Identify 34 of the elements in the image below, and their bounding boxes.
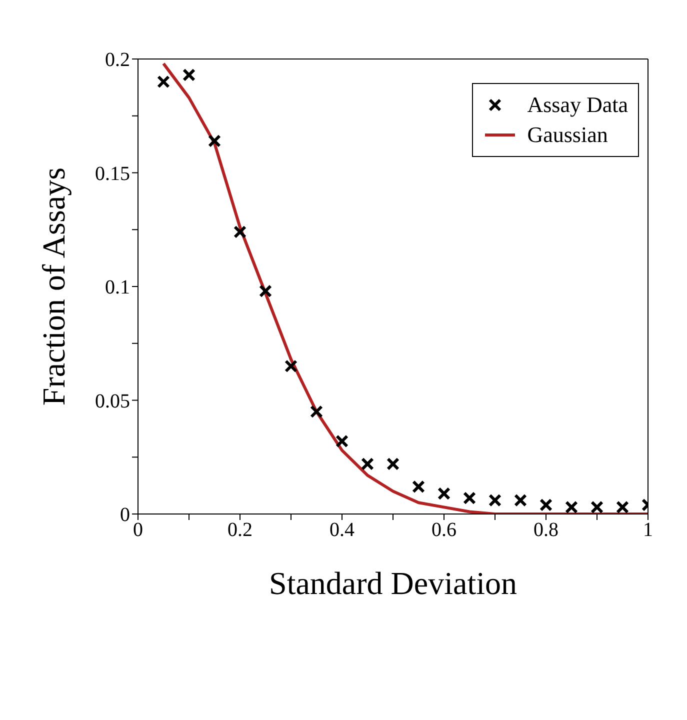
point [386, 457, 400, 470]
point [234, 225, 246, 238]
legend-label: Gaussian [527, 121, 608, 149]
point [361, 457, 374, 470]
x-tick-label: 0.4 [330, 519, 354, 542]
point [514, 494, 527, 507]
point [616, 500, 629, 514]
point [284, 360, 298, 373]
point [259, 284, 272, 298]
y-tick-label: 0 [120, 504, 130, 526]
x-tick-label: 0.2 [228, 519, 252, 542]
point [336, 434, 348, 448]
point [463, 492, 476, 505]
x-axis-title: Standard Deviation [269, 565, 517, 601]
y-tick-label: 0.2 [105, 49, 130, 72]
point [412, 480, 425, 494]
x-tick-label: 0.8 [534, 519, 558, 542]
y-tick-label: 0.05 [95, 390, 130, 412]
y-tick-label: 0.1 [105, 276, 130, 299]
point [488, 494, 502, 507]
point [438, 487, 450, 500]
legend-label: Assay Data [527, 91, 628, 119]
y-axis-title: Fraction of Assays [35, 167, 72, 406]
point [310, 405, 323, 418]
x-tick-label: 1 [643, 519, 653, 542]
point [590, 500, 604, 514]
point [208, 134, 221, 148]
point [540, 498, 552, 512]
point [565, 500, 578, 514]
y-tick-label: 0.15 [95, 162, 130, 185]
line-series [162, 62, 648, 514]
point [182, 68, 196, 82]
x-tick-label: 0.6 [432, 519, 456, 542]
point [157, 75, 170, 88]
